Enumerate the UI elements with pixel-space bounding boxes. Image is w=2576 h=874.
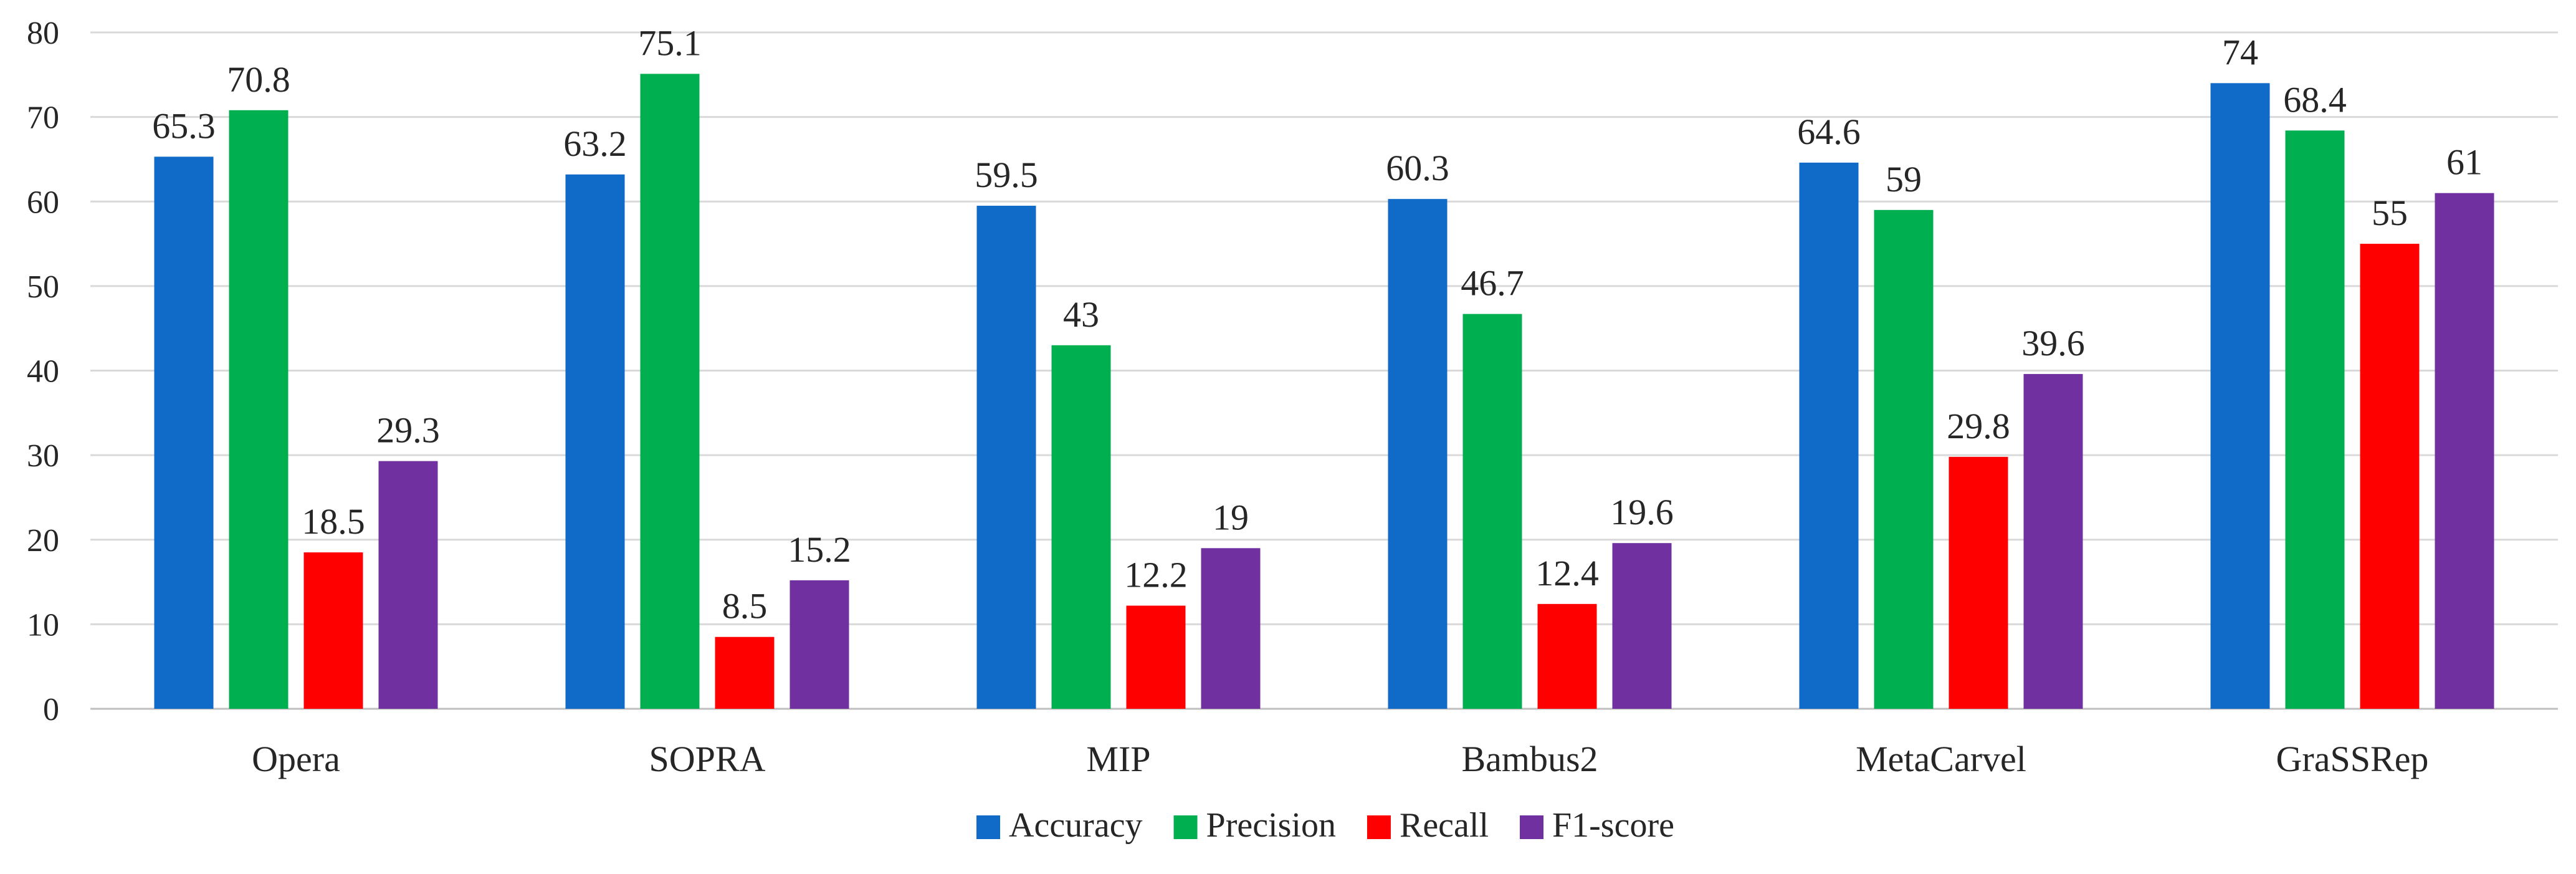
legend-label: Precision <box>1206 806 1336 845</box>
bar-recall-metacarvel <box>1949 456 2008 709</box>
gridlines <box>90 31 2558 710</box>
y-tick-label: 50 <box>27 269 59 305</box>
data-label: 29.8 <box>1947 406 2010 446</box>
bar-recall-mip <box>1126 605 1186 709</box>
data-label: 18.5 <box>302 501 365 542</box>
legend: Accuracy Precision Recall F1-score <box>976 806 1674 845</box>
bar-accuracy-mip <box>976 206 1036 709</box>
bar-precision-opera <box>229 110 289 709</box>
data-label: 68.4 <box>2283 79 2347 120</box>
data-label: 46.7 <box>1461 263 1524 304</box>
bar-accuracy-sopra <box>565 174 625 709</box>
category-label: SOPRA <box>649 739 766 779</box>
data-label: 39.6 <box>2021 323 2085 363</box>
data-label: 74 <box>2222 32 2258 72</box>
category-label: MetaCarvel <box>1856 739 2026 779</box>
legend-swatch-precision <box>1173 815 1198 839</box>
x-axis-categories: Opera SOPRA MIP Bambus2 MetaCarvel GraSSRep <box>252 739 2428 779</box>
y-tick-label: 10 <box>27 607 59 643</box>
data-label: 70.8 <box>227 59 290 100</box>
data-label: 55 <box>2372 193 2408 233</box>
bar-f1-score-mip <box>1201 548 1261 709</box>
y-tick-label: 60 <box>27 185 59 220</box>
legend-label: Accuracy <box>1009 806 1143 845</box>
legend-swatch-f1-score <box>1520 815 1544 839</box>
legend-label: F1-score <box>1552 806 1674 845</box>
data-label: 65.3 <box>152 105 216 146</box>
bar-accuracy-opera <box>154 156 214 709</box>
data-label: 15.2 <box>788 529 851 570</box>
bar-accuracy-metacarvel <box>1799 162 1859 709</box>
bar-accuracy-bambus2 <box>1388 199 1448 709</box>
bar-f1-score-opera <box>378 461 438 709</box>
category-label: MIP <box>1086 739 1150 779</box>
data-label: 64.6 <box>1797 112 1861 152</box>
legend-label: Recall <box>1400 806 1489 845</box>
data-label: 75.1 <box>638 22 702 63</box>
bar-f1-score-grassrep <box>2435 193 2494 709</box>
data-label: 12.2 <box>1124 555 1188 595</box>
data-label: 63.2 <box>563 123 627 164</box>
y-tick-label: 70 <box>27 100 59 136</box>
bar-recall-sopra <box>715 636 775 709</box>
data-label: 59.5 <box>975 155 1038 195</box>
bar-f1-score-metacarvel <box>2023 373 2083 709</box>
data-label: 43 <box>1063 294 1099 335</box>
bar-precision-sopra <box>640 74 700 709</box>
y-axis-ticks: 0 10 20 30 40 50 60 70 80 <box>27 16 59 728</box>
category-label: Bambus2 <box>1461 739 1598 779</box>
bar-f1-score-bambus2 <box>1612 543 1672 709</box>
y-tick-label: 20 <box>27 523 59 559</box>
category-label: Opera <box>252 739 340 779</box>
data-labels: 65.3 70.8 18.5 29.3 63.2 75.1 8.5 15.2 59.5 43 12.… <box>152 22 2483 626</box>
bar-precision-grassrep <box>2285 130 2345 709</box>
bar-precision-metacarvel <box>1874 209 1934 709</box>
bar-recall-opera <box>303 552 363 709</box>
data-label: 29.3 <box>376 410 440 451</box>
bars <box>154 74 2494 709</box>
bar-recall-grassrep <box>2360 244 2420 709</box>
bar-recall-bambus2 <box>1537 603 1597 709</box>
bar-accuracy-grassrep <box>2210 83 2270 709</box>
y-tick-label: 30 <box>27 438 59 474</box>
data-label: 12.4 <box>1535 553 1599 593</box>
y-tick-label: 80 <box>27 16 59 51</box>
data-label: 19 <box>1213 497 1249 537</box>
bar-precision-bambus2 <box>1462 314 1522 709</box>
legend-swatch-accuracy <box>976 815 1001 839</box>
category-label: GraSSRep <box>2276 739 2429 779</box>
legend-swatch-recall <box>1367 815 1391 839</box>
data-label: 59 <box>1886 159 1922 199</box>
data-label: 61 <box>2446 142 2483 183</box>
y-tick-label: 40 <box>27 354 59 390</box>
y-tick-label: 0 <box>43 692 59 728</box>
bar-precision-mip <box>1051 345 1111 709</box>
bar-f1-score-sopra <box>789 580 849 709</box>
data-label: 19.6 <box>1610 492 1674 532</box>
data-label: 60.3 <box>1386 148 1449 188</box>
data-label: 8.5 <box>722 586 768 627</box>
